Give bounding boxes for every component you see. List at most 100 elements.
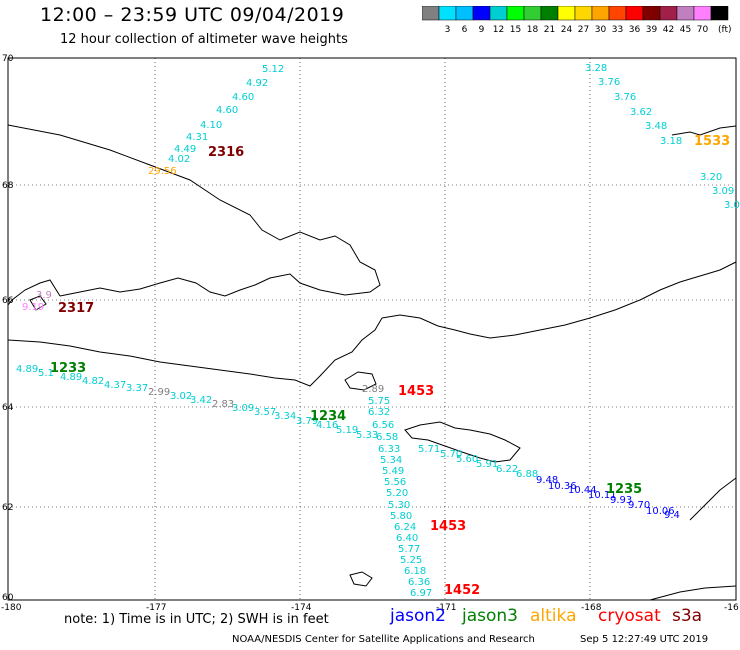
wave-height: 2.99 <box>148 387 170 398</box>
colorbar-swatch <box>676 6 695 21</box>
wave-height: 5.12 <box>262 64 284 75</box>
wave-height: 6.22 <box>496 464 518 475</box>
track-id: 2317 <box>58 301 94 316</box>
colorbar-label: 39 <box>646 25 658 35</box>
wave-height: 5.75 <box>368 396 390 407</box>
colorbar-swatch <box>455 6 474 21</box>
lon-tick: -180 <box>1 603 22 613</box>
wave-height: 9.19 <box>22 302 44 313</box>
wave-height: 3.34 <box>274 411 296 422</box>
lat-tick: 60 <box>2 593 14 603</box>
wave-height: 3.0 <box>724 200 740 211</box>
wave-height: 6.18 <box>404 566 426 577</box>
colorbar-swatch <box>710 6 729 21</box>
page-subtitle: 12 hour collection of altimeter wave hei… <box>60 32 348 47</box>
wave-height: 4.49 <box>174 144 196 155</box>
wave-height: 3.62 <box>630 107 652 118</box>
wave-height: 5.77 <box>398 544 420 555</box>
colorbar-label: 12 <box>493 25 504 35</box>
wave-height: 6.58 <box>376 432 398 443</box>
colorbar-label: 33 <box>612 25 623 35</box>
track-id: 1452 <box>444 583 480 598</box>
colorbar-swatch <box>693 6 712 21</box>
wave-height: 5.25 <box>400 555 422 566</box>
colorbar-unit: (ft) <box>718 25 732 35</box>
page-title: 12:00 – 23:59 UTC 09/04/2019 <box>40 4 345 26</box>
track-2317-values: 9.19 3.9 <box>22 290 52 313</box>
lat-tick: 66 <box>2 296 14 306</box>
track-1453-values: 2.89 5.75 6.33 5.34 5.49 5.56 5.20 5.30 … <box>362 384 432 599</box>
wave-height: 3.48 <box>645 121 667 132</box>
credit-line: NOAA/NESDIS Center for Satellite Applica… <box>232 634 535 645</box>
wave-height: 4.60 <box>216 105 238 116</box>
wave-height: 5.34 <box>380 455 402 466</box>
wave-height: 3.9 <box>36 290 52 301</box>
wave-height: 2.89 <box>362 384 384 395</box>
wave-height: 29.56 <box>148 166 177 177</box>
colorbar-swatch <box>472 6 491 21</box>
wave-height: 10.11 <box>588 490 617 501</box>
lon-tick: -174 <box>291 603 312 613</box>
colorbar-label: 3 <box>445 25 451 35</box>
track-id: 1533 <box>694 134 730 149</box>
lat-tick: 64 <box>2 403 14 413</box>
colorbar-label: 21 <box>544 25 555 35</box>
wave-height: 10.06 <box>646 506 675 517</box>
colorbar-swatch <box>642 6 661 21</box>
lat-tick: 62 <box>2 503 13 513</box>
lat-tick: 68 <box>2 181 14 191</box>
colorbar-label: 15 <box>510 25 521 35</box>
wave-height: 5.60 <box>456 454 478 465</box>
wave-height: 6.40 <box>396 533 418 544</box>
wave-height: 5.20 <box>386 488 408 499</box>
wave-height: 2.83 <box>212 399 234 410</box>
colorbar-swatch <box>540 6 559 21</box>
track-id: 2316 <box>208 145 244 160</box>
track-id: 1233 <box>50 361 86 376</box>
colorbar-label: 18 <box>527 25 539 35</box>
colorbar-label: 6 <box>462 25 468 35</box>
wave-height: 3.28 <box>585 63 607 74</box>
lon-tick: -16 <box>724 603 739 613</box>
colorbar-swatch <box>557 6 576 21</box>
wave-height: 4.31 <box>186 132 208 143</box>
wave-height: 4.37 <box>104 380 126 391</box>
track-1533-values: 3.28 3.76 3.76 3.62 3.48 3.18 3.20 3.09 … <box>585 63 740 211</box>
colorbar-label: 70 <box>697 25 709 35</box>
wave-height: 9.70 <box>628 500 650 511</box>
wave-height: 6.36 <box>408 577 430 588</box>
wave-height: 4.60 <box>232 92 254 103</box>
wave-height: 3.09 <box>232 403 254 414</box>
wave-height: 3.76 <box>614 92 636 103</box>
wave-height: 3.18 <box>660 136 682 147</box>
map-frame <box>7 57 737 601</box>
track-id: 1235 <box>606 482 642 497</box>
wave-height: 3.79 <box>296 416 318 427</box>
wave-height: 9.93 <box>610 495 632 506</box>
wave-height: 5.80 <box>390 511 412 522</box>
colorbar-label: 27 <box>578 25 589 35</box>
wave-height: 3.09 <box>712 186 734 197</box>
colorbar-swatch <box>422 6 440 21</box>
wave-height: 4.16 <box>316 420 338 431</box>
lat-tick: 70 <box>2 54 14 64</box>
legend-jason2: jason2 <box>390 606 446 626</box>
lon-tick: -177 <box>146 603 166 613</box>
wave-height: 3.20 <box>700 172 722 183</box>
colorbar-swatch <box>591 6 610 21</box>
wave-height: 4.89 <box>16 364 38 375</box>
track-id: 1453 <box>398 384 434 399</box>
wave-height: 6.56 <box>372 420 394 431</box>
wave-height: 3.42 <box>190 395 212 406</box>
lon-tick: -171 <box>436 603 456 613</box>
wave-height: 5.49 <box>382 466 404 477</box>
wave-height: 5.19 <box>336 425 358 436</box>
colorbar-swatch <box>574 6 593 21</box>
wave-height: 5.33 <box>356 430 378 441</box>
colorbar-label: 24 <box>561 25 573 35</box>
legend-s3a: s3a <box>672 606 703 626</box>
wave-height: 10.36 <box>548 481 577 492</box>
coastline <box>7 124 737 601</box>
colorbar-label: 45 <box>680 25 691 35</box>
